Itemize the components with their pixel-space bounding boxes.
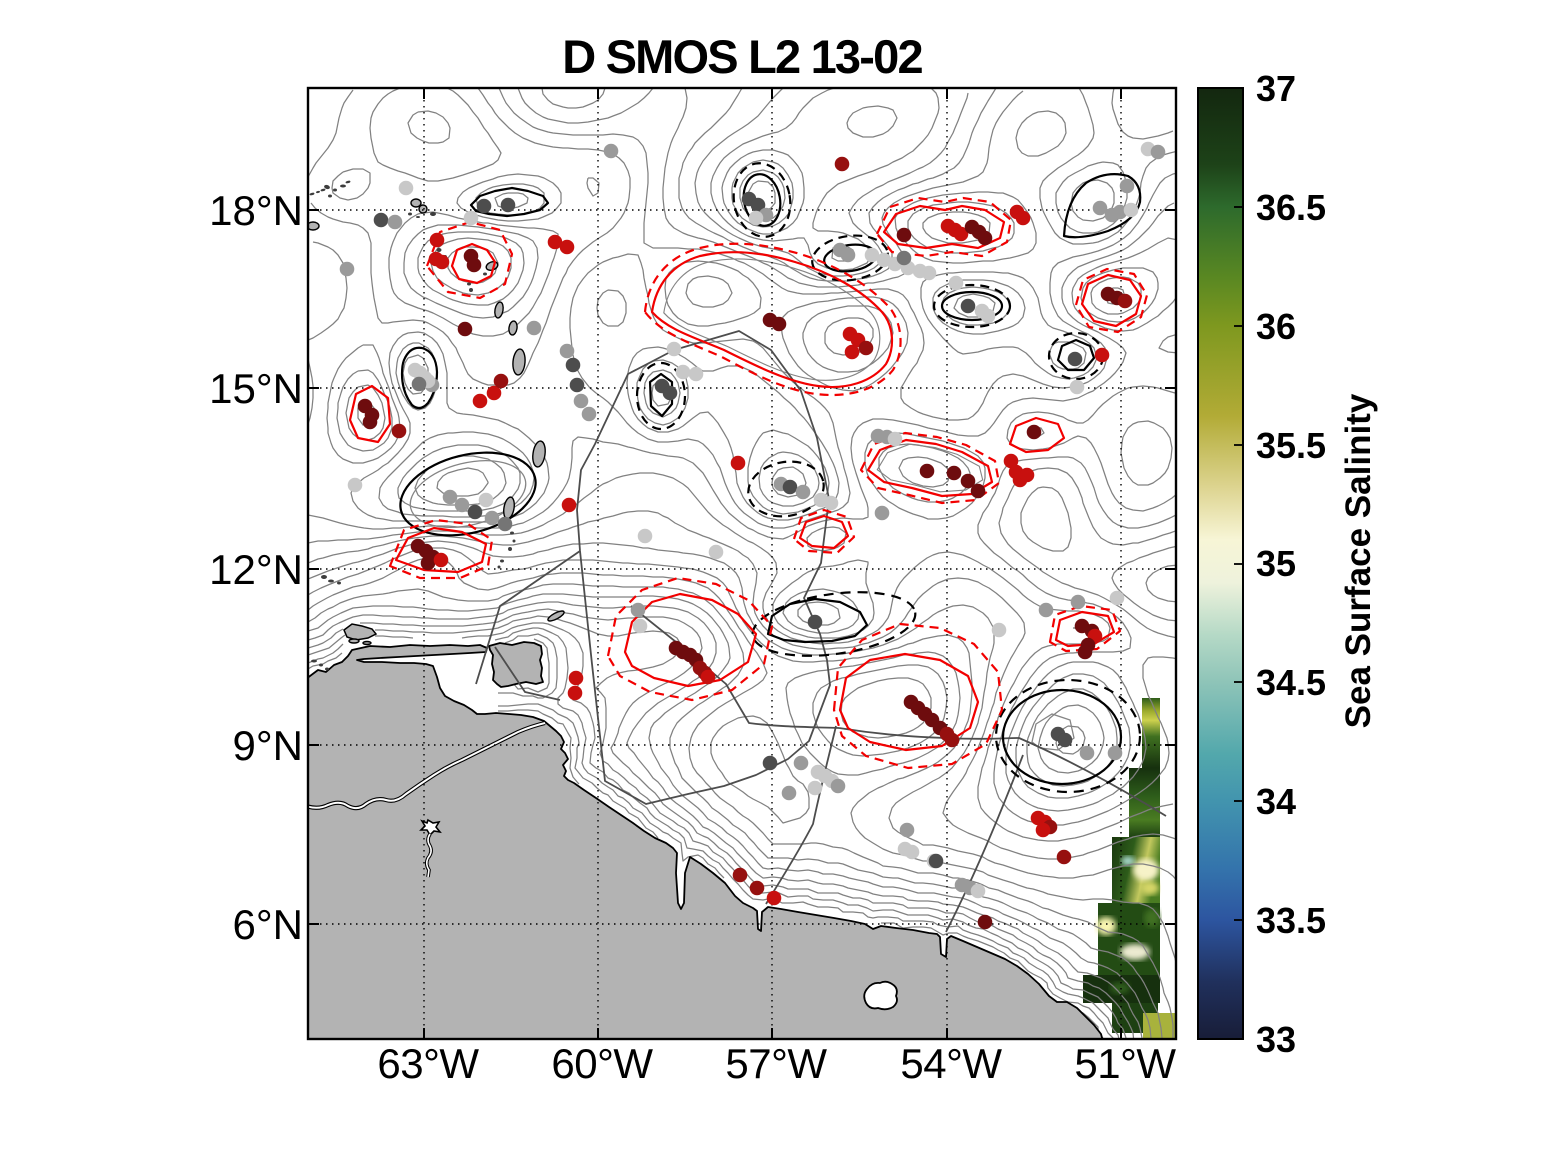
svg-text:57°W: 57°W (725, 1040, 827, 1087)
svg-text:Sea Surface Salinity: Sea Surface Salinity (1339, 393, 1378, 728)
svg-text:54°W: 54°W (900, 1040, 1002, 1087)
svg-text:60°W: 60°W (551, 1040, 653, 1087)
svg-text:9°N: 9°N (233, 722, 304, 769)
svg-text:6°N: 6°N (233, 901, 304, 948)
svg-text:36: 36 (1256, 306, 1296, 347)
svg-text:35: 35 (1256, 543, 1296, 584)
svg-text:18°N: 18°N (209, 187, 303, 234)
svg-text:34.5: 34.5 (1256, 662, 1326, 703)
svg-text:33.5: 33.5 (1256, 900, 1326, 941)
svg-text:12°N: 12°N (209, 546, 303, 593)
svg-text:35.5: 35.5 (1256, 425, 1326, 466)
svg-text:D SMOS L2 13-02: D SMOS L2 13-02 (562, 30, 922, 83)
svg-text:36.5: 36.5 (1256, 187, 1326, 228)
svg-text:37: 37 (1256, 68, 1296, 109)
svg-text:63°W: 63°W (377, 1040, 479, 1087)
svg-text:15°N: 15°N (209, 365, 303, 412)
svg-text:33: 33 (1256, 1019, 1296, 1060)
svg-text:51°W: 51°W (1074, 1040, 1176, 1087)
svg-text:34: 34 (1256, 781, 1296, 822)
